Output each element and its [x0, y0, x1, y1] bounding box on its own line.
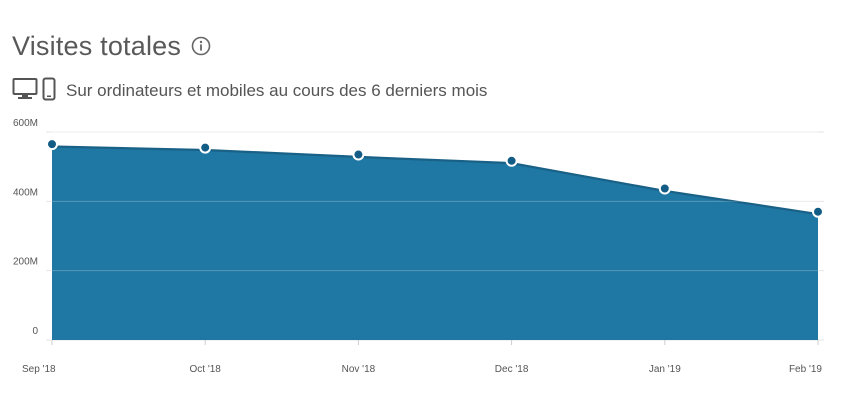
area-layer [51, 131, 819, 340]
data-point[interactable] [352, 148, 365, 161]
x-tick-label: Nov '18 [342, 364, 376, 375]
page-title: Visites totales [12, 30, 182, 61]
chart-subtitle: Sur ordinateurs et mobiles au cours des … [66, 81, 488, 100]
y-tick-label: 0 [32, 326, 38, 337]
series-line-shadow [51, 143, 819, 216]
x-tick-label: Feb '19 [789, 364, 822, 375]
title-row: Visites totales [12, 26, 211, 66]
y-axis: 0 200M 400M 600M [13, 118, 38, 337]
data-point[interactable] [505, 154, 518, 167]
y-tick-label: 200M [13, 257, 38, 268]
data-point[interactable] [199, 141, 212, 154]
x-tick-label: Sep '18 [22, 364, 56, 375]
data-point[interactable] [812, 205, 824, 218]
desktop-icon [12, 77, 38, 106]
x-tick-label: Jan '19 [649, 364, 681, 375]
mobile-phone-icon [42, 77, 56, 106]
data-point[interactable] [46, 138, 58, 151]
points-layer [46, 138, 824, 218]
x-axis: Sep '18 Oct '18 Nov '18 Dec '18 Jan '19 Feb '… [22, 340, 822, 375]
series-area [52, 144, 818, 340]
data-point[interactable] [658, 182, 671, 195]
series-line [51, 142, 819, 213]
x-tick-label: Oct '18 [190, 364, 222, 375]
subtitle-row: Sur ordinateurs et mobiles au cours des … [12, 77, 488, 106]
y-tick-label: 600M [13, 118, 38, 129]
info-circle-icon[interactable] [191, 36, 211, 56]
y-tick-label: 400M [13, 187, 38, 198]
x-tick-label: Dec '18 [495, 364, 529, 375]
